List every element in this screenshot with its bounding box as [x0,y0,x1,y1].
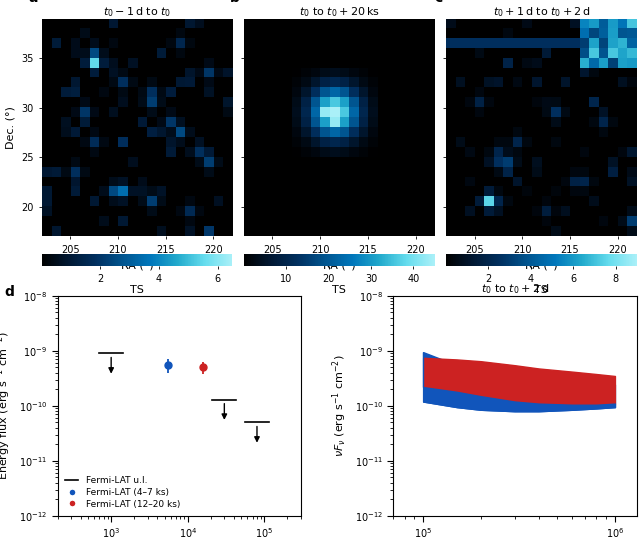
Text: c: c [434,0,442,5]
Text: b: b [230,0,240,5]
Legend: Fermi-LAT u.l., Fermi-LAT (4–7 ks), Fermi-LAT (12–20 ks): Fermi-LAT u.l., Fermi-LAT (4–7 ks), Ferm… [62,473,182,512]
Y-axis label: $\nu F_\nu$ (erg s$^{-1}$ cm$^{-2}$): $\nu F_\nu$ (erg s$^{-1}$ cm$^{-2}$) [330,355,349,457]
Title: $t_0$ to $t_0 + 20\,\mathrm{ks}$: $t_0$ to $t_0 + 20\,\mathrm{ks}$ [299,5,380,18]
Text: a: a [28,0,38,5]
Title: $t_0 + 1\,\mathrm{d}$ to $t_0 + 2\,\mathrm{d}$: $t_0 + 1\,\mathrm{d}$ to $t_0 + 2\,\math… [493,5,590,18]
Text: d: d [4,285,14,299]
X-axis label: TS: TS [130,285,144,295]
X-axis label: TS: TS [534,285,548,295]
X-axis label: RA (°): RA (°) [525,260,557,270]
X-axis label: RA (°): RA (°) [121,260,154,270]
Title: $t_0$ to $t_0 + 2\,\mathrm{d}$: $t_0$ to $t_0 + 2\,\mathrm{d}$ [481,282,549,295]
Y-axis label: Dec. (°): Dec. (°) [5,106,15,149]
Y-axis label: Energy flux (erg s$^{-1}$ cm$^{-2}$): Energy flux (erg s$^{-1}$ cm$^{-2}$) [0,332,13,480]
X-axis label: RA (°): RA (°) [323,260,355,270]
X-axis label: TS: TS [332,285,346,295]
Title: $t_0 - 1\,\mathrm{d}$ to $t_0$: $t_0 - 1\,\mathrm{d}$ to $t_0$ [103,5,171,18]
